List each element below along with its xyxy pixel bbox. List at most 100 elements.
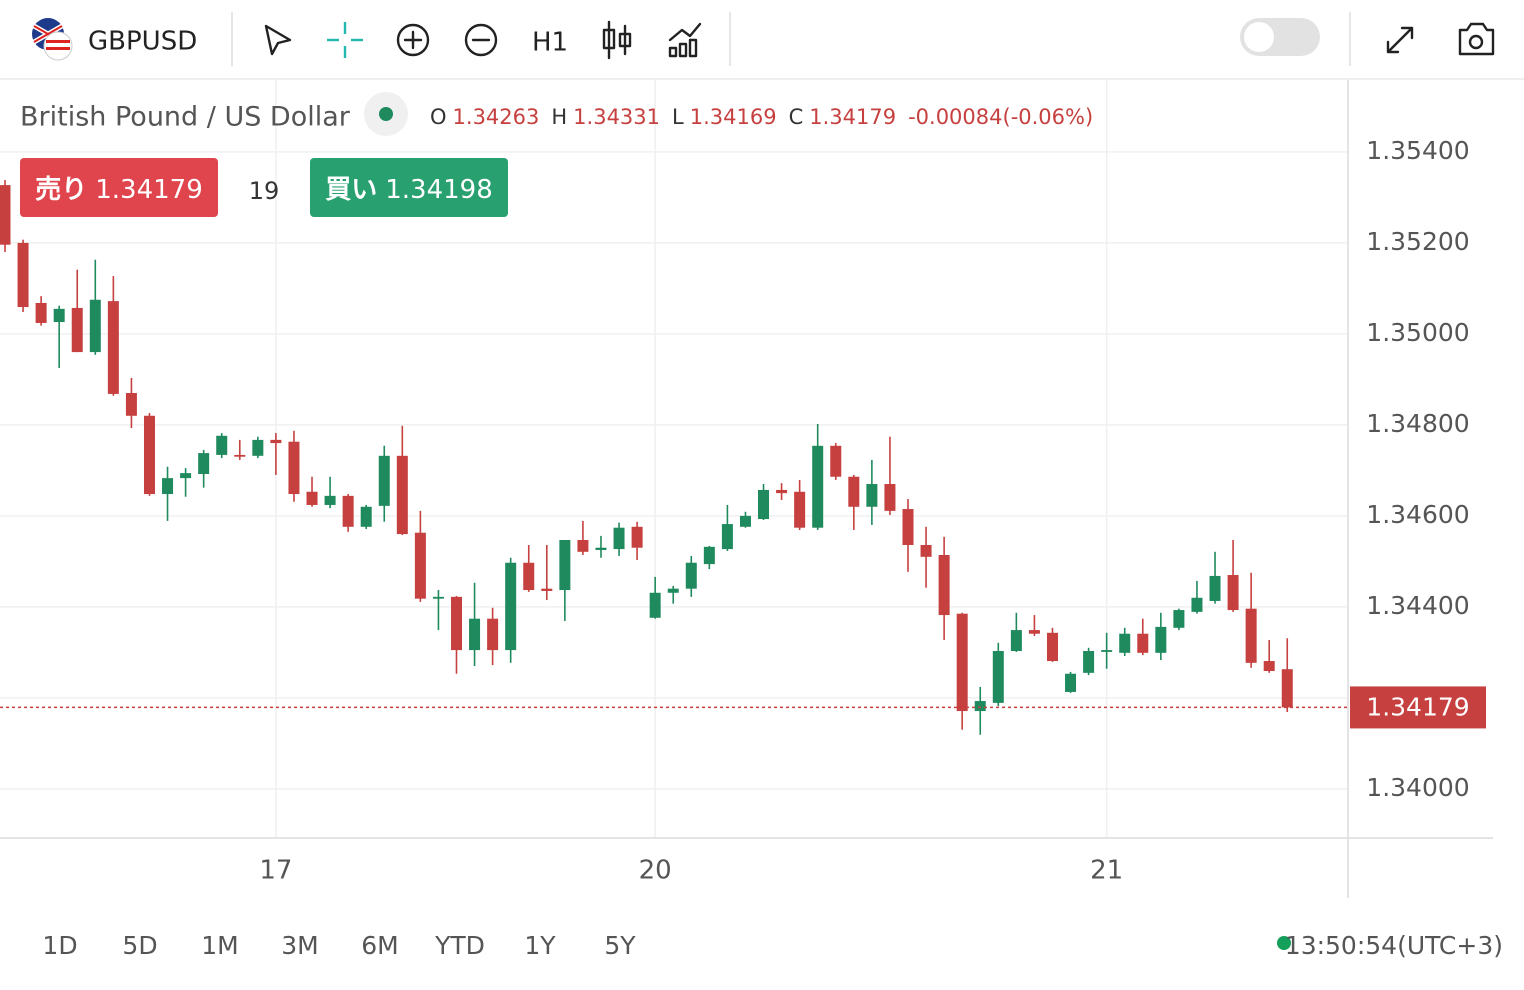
candle-body [451, 596, 462, 651]
text-part: 1.34331 [573, 105, 660, 129]
candle-body [992, 651, 1004, 703]
text-part: 1.34198 [385, 175, 493, 205]
candle-body [1227, 575, 1239, 611]
text-part: 1.34179 [95, 175, 203, 205]
y-tick-label: 1.35200 [1366, 227, 1469, 256]
candle-body [1155, 626, 1167, 653]
text-part: 1.34263 [453, 105, 540, 129]
text-part: 1.34169 [690, 105, 777, 129]
candle-body [1137, 633, 1149, 653]
y-tick-label: 1.34800 [1366, 409, 1469, 438]
candle-body [758, 489, 770, 520]
y-tick-label: 1.34600 [1366, 500, 1469, 529]
candle-body [523, 562, 535, 591]
zoom-in[interactable] [396, 23, 430, 57]
range-button[interactable]: 6M [361, 931, 398, 960]
fullscreen[interactable] [1386, 26, 1414, 54]
candle-body [866, 484, 878, 507]
ohlc-legend: O 1.34263 H 1.34331 L 1.34169 C 1.34179 -0.00084… [430, 105, 1093, 129]
candle-body [35, 302, 47, 323]
text-part: L [672, 105, 684, 129]
clock: 13:50:54(UTC+3) [1285, 931, 1503, 960]
overlay: British Pound / US Dollar O 1.34263 H 1.343… [20, 92, 1503, 960]
text-part: -0.00084(-0.06%) [908, 105, 1093, 129]
candle-body [143, 415, 155, 495]
candle-body [360, 506, 372, 527]
range-button[interactable]: YTD [434, 931, 485, 960]
candle-body [667, 588, 679, 593]
text-part: O [430, 105, 447, 129]
text-part: 1.34179 [809, 105, 896, 129]
candle-body [252, 439, 264, 456]
candle-body [884, 484, 896, 511]
candle-body [414, 532, 426, 599]
range-button[interactable]: 5Y [604, 931, 636, 960]
screenshot[interactable] [1458, 22, 1495, 56]
range-button[interactable]: 5D [122, 931, 157, 960]
range-bar: 1D 5D 1M 3M 6M YTD 1Y 5Y [42, 931, 636, 960]
candle-body [162, 478, 174, 495]
y-tick-label: 1.35000 [1366, 318, 1469, 347]
candle-body [685, 562, 697, 589]
indicators[interactable] [668, 22, 702, 58]
candle-body [1263, 661, 1275, 672]
candle-body [703, 546, 715, 565]
interval[interactable]: H1 [532, 28, 568, 58]
text-part: C [789, 105, 804, 129]
candle-body [71, 307, 83, 353]
x-tick-label: 21 [1090, 856, 1123, 886]
candle-body [396, 455, 408, 535]
candle-body [1046, 632, 1058, 662]
symbol-flag[interactable] [32, 18, 73, 61]
candle-body [848, 476, 860, 507]
toggle[interactable] [1240, 18, 1320, 56]
symbol[interactable]: GBPUSD [88, 27, 197, 57]
buy-price[interactable]: 買い 1.34198 [325, 175, 493, 205]
candle-body [234, 454, 246, 457]
candle-body [559, 539, 571, 591]
candle-body [1028, 630, 1040, 634]
candle-body [53, 308, 65, 323]
candle-body [180, 473, 192, 479]
candle-body [1010, 630, 1022, 652]
y-tick-label: 1.34000 [1366, 773, 1469, 802]
range-button[interactable]: 3M [281, 931, 318, 960]
last-price-label: 1.34179 [1366, 692, 1469, 721]
candle-body [577, 539, 589, 552]
candle-body [1119, 633, 1131, 653]
toolbar: GBPUSD H1 [0, 12, 1524, 80]
candle-body [739, 515, 751, 527]
chart-type[interactable] [602, 20, 632, 60]
candle-body [956, 613, 968, 712]
crosshair-tool[interactable] [327, 22, 363, 58]
range-button[interactable]: 1D [42, 931, 77, 960]
clock-dot [1277, 936, 1291, 950]
candle-body [487, 618, 499, 651]
candle-body [541, 588, 553, 591]
candle-body [1245, 608, 1257, 663]
candle-body [1083, 651, 1095, 673]
last-price-box [1350, 686, 1486, 729]
range-button[interactable]: 1M [201, 931, 238, 960]
candle-body [1281, 669, 1293, 708]
candle-body [649, 592, 661, 618]
sell-button[interactable] [20, 158, 218, 217]
candle-body [830, 445, 842, 477]
sell-price[interactable]: 売り 1.34179 [35, 175, 203, 205]
candle-body [974, 701, 986, 712]
candle-body [794, 491, 806, 528]
x-tick-label: 20 [639, 856, 672, 886]
status-dot [379, 107, 393, 121]
candle-body [17, 242, 29, 308]
range-button[interactable]: 1Y [524, 931, 556, 960]
candle-body [902, 509, 914, 545]
zoom-out[interactable] [464, 23, 498, 57]
candle-body [1173, 610, 1185, 628]
candle-body [125, 393, 137, 416]
candle-body [216, 435, 228, 455]
buy-button[interactable] [310, 158, 508, 217]
cursor-tool[interactable] [264, 24, 292, 56]
candle-body [89, 299, 101, 353]
candle-body [776, 489, 788, 494]
